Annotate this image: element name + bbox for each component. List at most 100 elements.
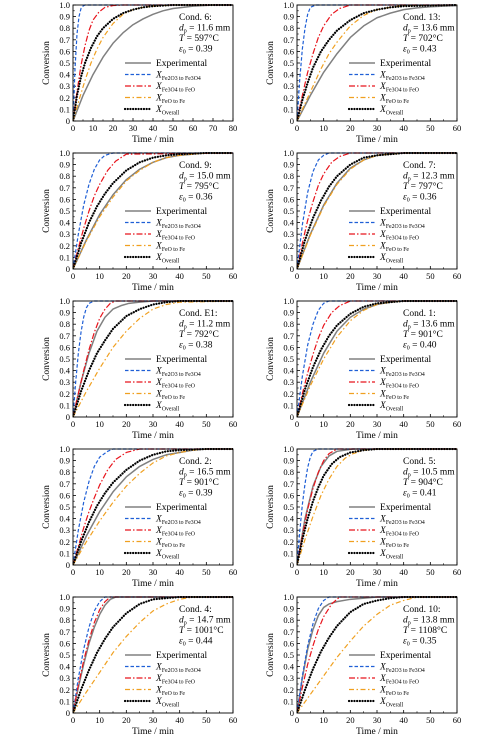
y-tick-label: 0.7 (59, 627, 70, 637)
annotation-temp: T = 1001°C (179, 625, 224, 636)
y-tick-label: 0.7 (283, 627, 294, 637)
x-tick-label: 40 (399, 419, 408, 429)
panel-3: 00.10.20.30.40.50.60.70.80.91.00 10 20 30 40… (42, 148, 237, 293)
y-tick-label: 0.4 (59, 218, 70, 228)
annotation-cond: Cond. 4: (179, 605, 212, 615)
annotation-dp: dp = 12.3 mm (403, 172, 455, 183)
x-axis-label: Time / min (356, 135, 398, 145)
series-group (297, 4, 457, 121)
legend-label-hem_to_mag: XFe2O3 to Fe3O4 (155, 663, 201, 675)
y-tick-label: 0.9 (283, 160, 294, 170)
legend-label-experimental: Experimental (380, 59, 432, 69)
y-tick-label: 0.7 (59, 35, 70, 45)
legend-label-experimental: Experimental (380, 503, 432, 513)
series-group (73, 4, 233, 121)
y-tick-label: 0.7 (283, 331, 294, 341)
series-line-hem_to_mag (73, 152, 233, 269)
y-axis-label: Conversion (42, 41, 52, 85)
annotation-temp: T = 901°C (179, 477, 219, 488)
x-tick-label: 50 (202, 419, 211, 429)
y-tick-label: 0.4 (59, 70, 70, 80)
legend-label-overall: XOverall (379, 697, 404, 709)
x-tick-label: 20 (122, 271, 131, 281)
y-tick-label: 0.8 (59, 171, 70, 181)
y-tick-label: 0.8 (283, 171, 294, 181)
x-tick-label: 60 (453, 123, 462, 133)
series-line-mag_to_wus (73, 596, 233, 713)
annotation-cond: Cond. 9: (179, 161, 212, 171)
annotation-dp: dp = 13.6 mm (403, 24, 455, 35)
x-tick-label: 60 (453, 715, 462, 725)
series-line-experimental (73, 4, 233, 121)
x-axis-label: Time / min (132, 431, 174, 441)
annotation-temp: T = 901°C (403, 329, 443, 340)
annotation-temp: T = 797°C (403, 181, 443, 192)
x-tick-label: 20 (346, 419, 355, 429)
series-line-experimental (297, 4, 457, 121)
y-tick-label: 0.8 (59, 23, 70, 33)
x-tick-label: 50 (169, 123, 178, 133)
annotation-dp: dp = 15.0 mm (179, 172, 231, 183)
annotation-temp: T = 904°C (403, 477, 443, 488)
legend-label-wus_to_fe: XFeO to Fe (379, 242, 409, 254)
y-tick-label: 0.1 (283, 696, 294, 706)
annotation-temp: T = 795°C (179, 181, 219, 192)
series-line-mag_to_wus (297, 300, 457, 417)
y-tick-label: 0.6 (59, 342, 70, 352)
x-axis-label: Time / min (356, 283, 398, 293)
y-tick-label: 0.4 (59, 366, 70, 376)
x-tick-label: 20 (346, 567, 355, 577)
y-tick-label: 0.9 (59, 308, 70, 318)
annotation-porosity: ε0 = 0.36 (179, 193, 213, 204)
y-tick-label: 0 (290, 412, 294, 422)
x-tick-label: 60 (453, 419, 462, 429)
y-tick-label: 0.1 (59, 252, 70, 262)
x-axis-label: Time / min (356, 579, 398, 589)
y-tick-label: 0.1 (59, 104, 70, 114)
series-line-overall (73, 596, 233, 713)
x-tick-label: 0 (295, 567, 299, 577)
y-tick-label: 1.0 (59, 0, 70, 10)
x-axis-label: Time / min (356, 431, 398, 441)
y-tick-label: 0.6 (59, 490, 70, 500)
y-axis-label: Conversion (266, 337, 276, 381)
annotation-porosity: ε0 = 0.44 (179, 637, 213, 648)
x-tick-label: 20 (109, 123, 118, 133)
legend-label-overall: XOverall (155, 401, 180, 413)
x-tick-label: 0 (295, 271, 299, 281)
legend-label-wus_to_fe: XFeO to Fe (379, 538, 409, 550)
x-tick-label: 50 (202, 715, 211, 725)
legend-label-experimental: Experimental (156, 59, 208, 69)
y-tick-label: 0.5 (59, 650, 70, 660)
legend-label-mag_to_wus: XFe3O4 to FeO (379, 82, 419, 94)
x-tick-label: 20 (346, 271, 355, 281)
y-tick-label: 0.5 (59, 206, 70, 216)
series-group (73, 596, 233, 713)
series-line-overall (297, 152, 457, 269)
legend-label-hem_to_mag: XFe2O3 to Fe3O4 (155, 515, 201, 527)
legend-label-overall: XOverall (155, 253, 180, 265)
series-group (73, 152, 233, 269)
y-tick-label: 0.2 (59, 537, 70, 547)
y-tick-label: 0.9 (283, 12, 294, 22)
y-tick-label: 0 (66, 264, 70, 274)
y-axis-label: Conversion (266, 41, 276, 85)
legend-label-overall: XOverall (379, 401, 404, 413)
x-tick-label: 50 (202, 567, 211, 577)
y-tick-label: 0.4 (59, 514, 70, 524)
x-tick-label: 0 (295, 123, 299, 133)
plot-frame (296, 4, 458, 122)
y-axis-label: Conversion (42, 189, 52, 233)
y-tick-label: 0.6 (283, 638, 294, 648)
y-tick-label: 1.0 (59, 444, 70, 454)
y-tick-label: 0.4 (283, 70, 294, 80)
y-tick-label: 1.0 (59, 148, 70, 158)
y-axis-label: Conversion (42, 485, 52, 529)
y-tick-label: 0 (66, 560, 70, 570)
legend-label-experimental: Experimental (156, 207, 208, 217)
